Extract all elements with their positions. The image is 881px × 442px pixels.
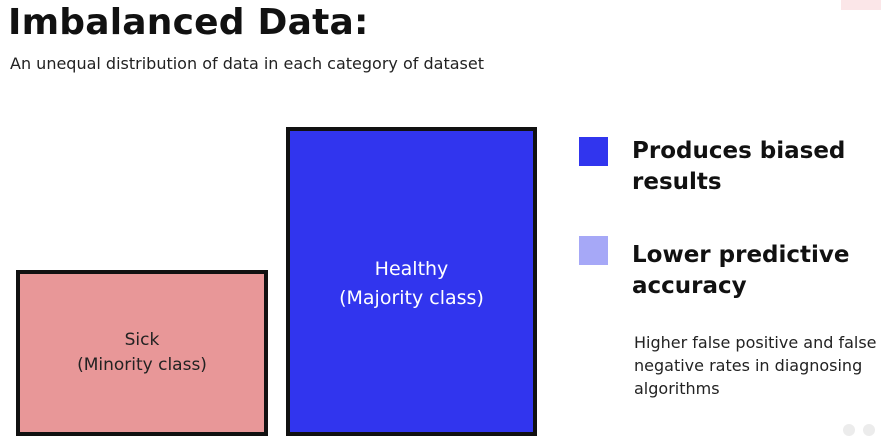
decorative-dots — [843, 424, 875, 436]
healthy-majority-box: Healthy (Majority class) — [286, 127, 537, 436]
healthy-sublabel: (Majority class) — [339, 286, 484, 309]
sick-label: Sick — [124, 329, 160, 350]
page-title: Imbalanced Data: — [8, 2, 369, 43]
legend-text-biased: Produces biased results — [632, 138, 846, 196]
sick-sublabel: (Minority class) — [77, 355, 207, 375]
dot-icon — [843, 424, 855, 436]
legend-square-biased — [579, 137, 608, 166]
legend-note: Higher false positive and false negative… — [634, 333, 877, 399]
page-subtitle: An unequal distribution of data in each … — [10, 54, 484, 73]
healthy-label: Healthy — [374, 258, 449, 280]
legend-square-accuracy — [579, 236, 608, 265]
dot-icon — [863, 424, 875, 436]
sick-minority-box: Sick (Minority class) — [16, 270, 268, 436]
corner-decoration — [841, 0, 881, 10]
legend-text-accuracy: Lower predictive accuracy — [632, 242, 850, 300]
